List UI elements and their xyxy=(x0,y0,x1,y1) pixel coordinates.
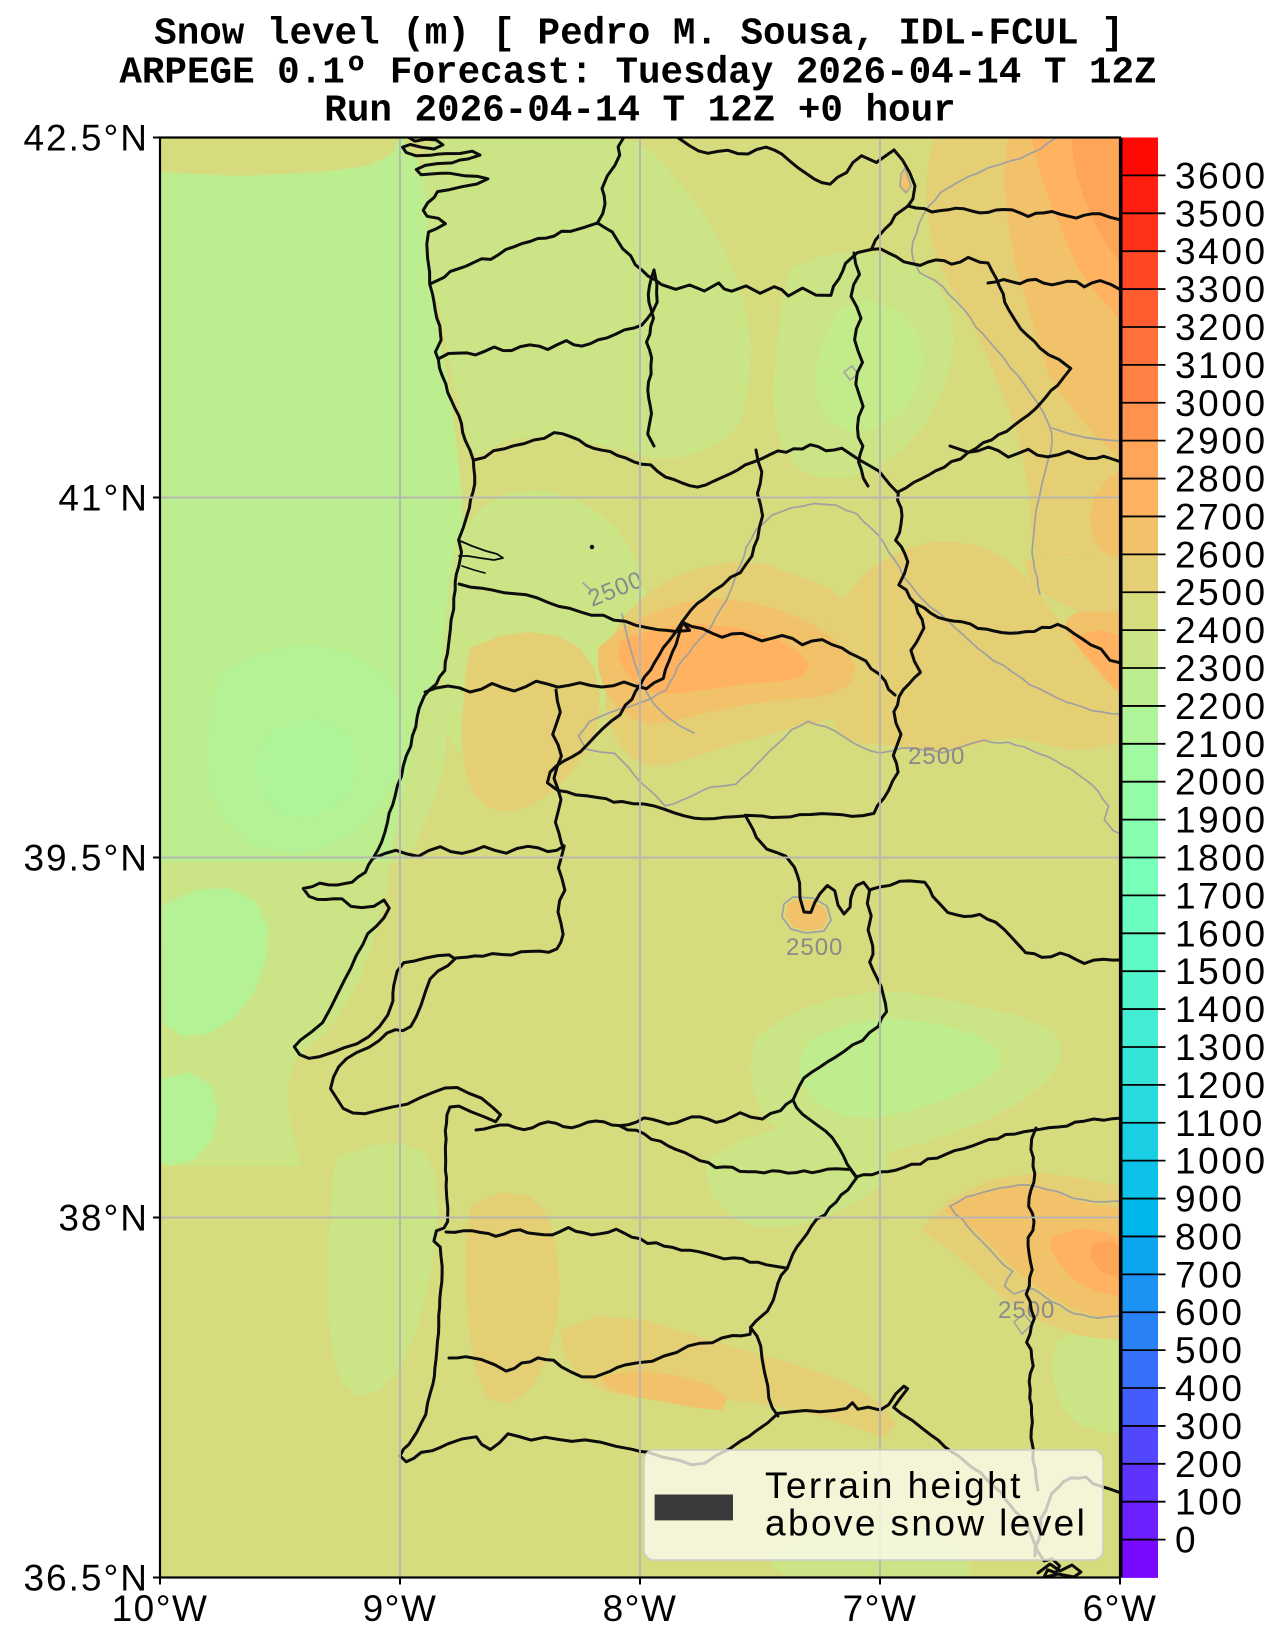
svg-text:41°N: 41°N xyxy=(58,478,149,519)
svg-text:3200: 3200 xyxy=(1175,307,1268,348)
svg-text:2100: 2100 xyxy=(1175,724,1268,765)
svg-text:36.5°N: 36.5°N xyxy=(23,1558,149,1599)
svg-text:3600: 3600 xyxy=(1175,155,1268,196)
svg-text:2700: 2700 xyxy=(1175,496,1268,537)
svg-text:2900: 2900 xyxy=(1175,421,1268,462)
svg-text:1900: 1900 xyxy=(1175,800,1268,841)
svg-text:200: 200 xyxy=(1175,1444,1245,1485)
svg-text:1600: 1600 xyxy=(1175,913,1268,954)
svg-text:2800: 2800 xyxy=(1175,459,1268,500)
svg-text:38°N: 38°N xyxy=(58,1198,149,1239)
svg-text:3500: 3500 xyxy=(1175,193,1268,234)
svg-text:1400: 1400 xyxy=(1175,989,1268,1030)
svg-text:3100: 3100 xyxy=(1175,345,1268,386)
svg-text:800: 800 xyxy=(1175,1216,1245,1257)
svg-text:900: 900 xyxy=(1175,1179,1245,1220)
svg-text:2600: 2600 xyxy=(1175,534,1268,575)
svg-text:8°W: 8°W xyxy=(603,1588,678,1629)
svg-text:1100: 1100 xyxy=(1175,1103,1265,1144)
svg-text:above snow level: above snow level xyxy=(765,1503,1087,1544)
svg-text:2500: 2500 xyxy=(908,743,965,770)
svg-text:3300: 3300 xyxy=(1175,269,1268,310)
svg-text:2500: 2500 xyxy=(786,934,843,961)
svg-text:500: 500 xyxy=(1175,1330,1245,1371)
svg-text:1800: 1800 xyxy=(1175,838,1268,879)
svg-text:400: 400 xyxy=(1175,1368,1245,1409)
svg-text:0: 0 xyxy=(1175,1520,1198,1561)
svg-text:1000: 1000 xyxy=(1175,1141,1268,1182)
svg-text:Snow level (m) [ Pedro M. Sous: Snow level (m) [ Pedro M. Sousa, IDL-FCU… xyxy=(154,14,1124,56)
svg-text:3400: 3400 xyxy=(1175,231,1268,272)
svg-text:300: 300 xyxy=(1175,1406,1245,1447)
svg-text:10°W: 10°W xyxy=(112,1588,209,1629)
svg-text:1700: 1700 xyxy=(1175,875,1268,916)
svg-text:9°W: 9°W xyxy=(363,1588,438,1629)
svg-text:3000: 3000 xyxy=(1175,383,1268,424)
svg-text:42.5°N: 42.5°N xyxy=(23,118,149,159)
svg-text:1300: 1300 xyxy=(1175,1027,1268,1068)
svg-text:2400: 2400 xyxy=(1175,610,1268,651)
svg-text:700: 700 xyxy=(1175,1254,1245,1295)
svg-text:600: 600 xyxy=(1175,1292,1245,1333)
svg-text:2500: 2500 xyxy=(1175,572,1268,613)
svg-text:Run 2026-04-14 T 12Z +0 hour: Run 2026-04-14 T 12Z +0 hour xyxy=(324,91,955,133)
svg-text:1500: 1500 xyxy=(1175,951,1268,992)
svg-text:2500: 2500 xyxy=(998,1297,1055,1324)
svg-text:2300: 2300 xyxy=(1175,648,1268,689)
svg-text:100: 100 xyxy=(1175,1482,1245,1523)
svg-text:Terrain height: Terrain height xyxy=(765,1465,1023,1506)
svg-text:2200: 2200 xyxy=(1175,686,1268,727)
svg-text:2000: 2000 xyxy=(1175,762,1268,803)
svg-text:ARPEGE 0.1º Forecast: Tuesday: ARPEGE 0.1º Forecast: Tuesday 2026-04-14… xyxy=(119,53,1156,95)
svg-text:6°W: 6°W xyxy=(1083,1588,1158,1629)
svg-text:1200: 1200 xyxy=(1175,1065,1268,1106)
svg-text:39.5°N: 39.5°N xyxy=(23,838,149,879)
svg-text:7°W: 7°W xyxy=(843,1588,918,1629)
